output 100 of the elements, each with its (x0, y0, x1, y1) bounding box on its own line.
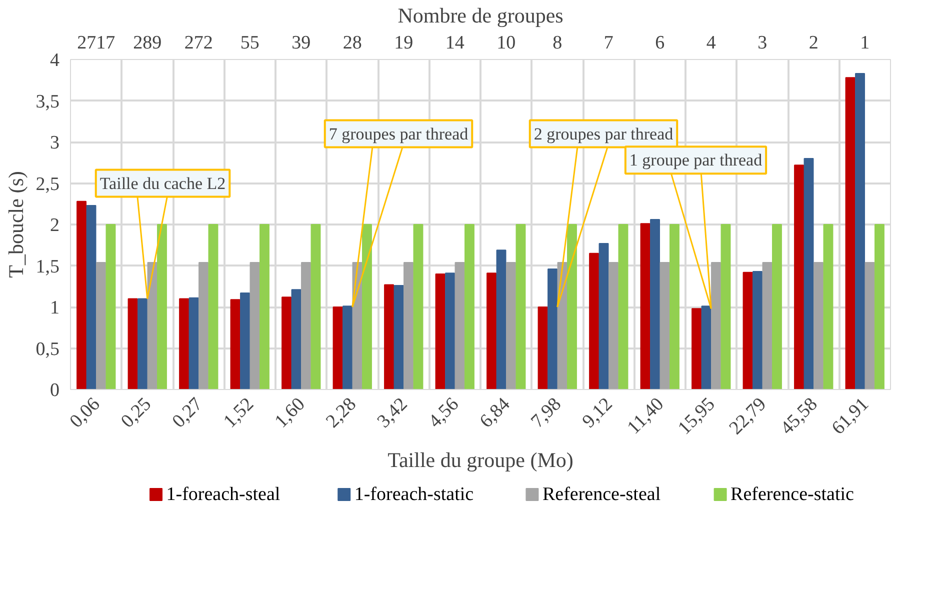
bar (486, 272, 496, 390)
x-tick-label: 1,60 (270, 394, 310, 432)
bar (720, 224, 731, 390)
x-tick-label: 1,52 (220, 394, 258, 432)
bar (567, 224, 577, 390)
annotation: 7 groupes par thread (328, 124, 469, 144)
bar (772, 224, 782, 390)
text: 28 (342, 32, 362, 54)
bar (464, 224, 474, 390)
bar (845, 77, 856, 390)
bar (516, 224, 526, 390)
y-tick-label: 1,5 (36, 256, 60, 278)
text: 272 (184, 32, 213, 54)
annotation: 2 groupes par thread (534, 124, 674, 144)
bar (342, 306, 352, 390)
bar (701, 306, 712, 390)
bar (138, 298, 148, 390)
bar (250, 262, 260, 390)
y-tick-label: 4 (50, 50, 60, 71)
bar (650, 219, 660, 390)
bar (106, 224, 116, 390)
y-tick-label: 2 (50, 215, 60, 236)
text: 2717 (77, 32, 116, 54)
bar (394, 285, 404, 390)
bar (506, 262, 516, 390)
bar (496, 250, 506, 390)
bar (413, 224, 424, 390)
bar (742, 272, 753, 390)
bar (608, 262, 618, 390)
text: 1 (860, 32, 870, 54)
bar (384, 284, 394, 390)
bar (362, 224, 372, 390)
text: 10 (496, 32, 516, 54)
x-tick-label: 0,27 (168, 394, 207, 432)
bar (332, 306, 343, 390)
x-tick-label: 7,98 (527, 394, 566, 432)
text: 3 (758, 32, 768, 54)
bar (752, 271, 762, 390)
bar (188, 297, 199, 390)
bar (589, 252, 599, 390)
y-tick-label: 3 (50, 132, 60, 154)
y-tick-label: 0,5 (36, 338, 60, 360)
bar (445, 272, 455, 390)
bar (76, 200, 86, 390)
text: 8 (552, 32, 562, 54)
bar (179, 298, 189, 390)
bar (157, 224, 167, 390)
bar (660, 262, 670, 390)
text: 289 (133, 32, 162, 54)
bar (855, 73, 865, 390)
text: 2 (808, 32, 818, 54)
bar (260, 224, 270, 390)
bar (538, 306, 548, 390)
text: 4 (706, 32, 716, 54)
y-tick-label: 0 (50, 380, 60, 401)
text: 7 (604, 32, 614, 54)
bar (670, 224, 680, 390)
bar (618, 224, 628, 390)
text: 19 (394, 32, 414, 54)
bar (310, 224, 321, 390)
x-tick-label: 3,42 (373, 394, 412, 432)
bar (282, 296, 292, 390)
x-tick-label: 2,28 (322, 394, 361, 432)
bar (128, 298, 138, 390)
bar (804, 158, 814, 390)
bar (230, 299, 240, 390)
text: 6 (655, 32, 665, 54)
x-axis-title: Taille du groupe (Mo) (388, 448, 574, 472)
text: 14 (445, 32, 465, 54)
text: 55 (240, 32, 260, 54)
legend-label: Reference-steal (542, 484, 661, 505)
x-tick-label: 4,56 (424, 394, 464, 432)
bar (548, 268, 558, 390)
bar (404, 262, 414, 390)
bar (86, 205, 96, 390)
bar (454, 262, 465, 390)
bar (814, 262, 824, 390)
bar (198, 262, 208, 390)
legend-label: 1-foreach-steal (166, 484, 280, 505)
bar (864, 262, 875, 390)
bar (147, 262, 158, 390)
x-tick-label: 0,06 (66, 394, 104, 432)
bar (240, 292, 250, 390)
x2-axis-title: Nombre de groupes (398, 4, 564, 28)
bar (762, 262, 772, 390)
x-tick-label: 0,25 (117, 394, 156, 432)
bar (208, 224, 218, 390)
legend-label: 1-foreach-static (354, 484, 474, 505)
y-tick-label: 2,5 (36, 174, 60, 195)
bar (794, 164, 804, 390)
bar (435, 274, 446, 390)
bar (96, 262, 106, 390)
bar (823, 224, 834, 390)
y-tick-label: 1 (50, 298, 60, 318)
y-tick-label: 3,5 (36, 91, 60, 112)
text: 39 (292, 32, 311, 54)
y-axis-title: T_boucle (s) (4, 171, 28, 278)
x-tick-label: 9,12 (578, 394, 617, 432)
bar (874, 224, 884, 390)
annotation: 1 groupe par thread (629, 150, 763, 170)
